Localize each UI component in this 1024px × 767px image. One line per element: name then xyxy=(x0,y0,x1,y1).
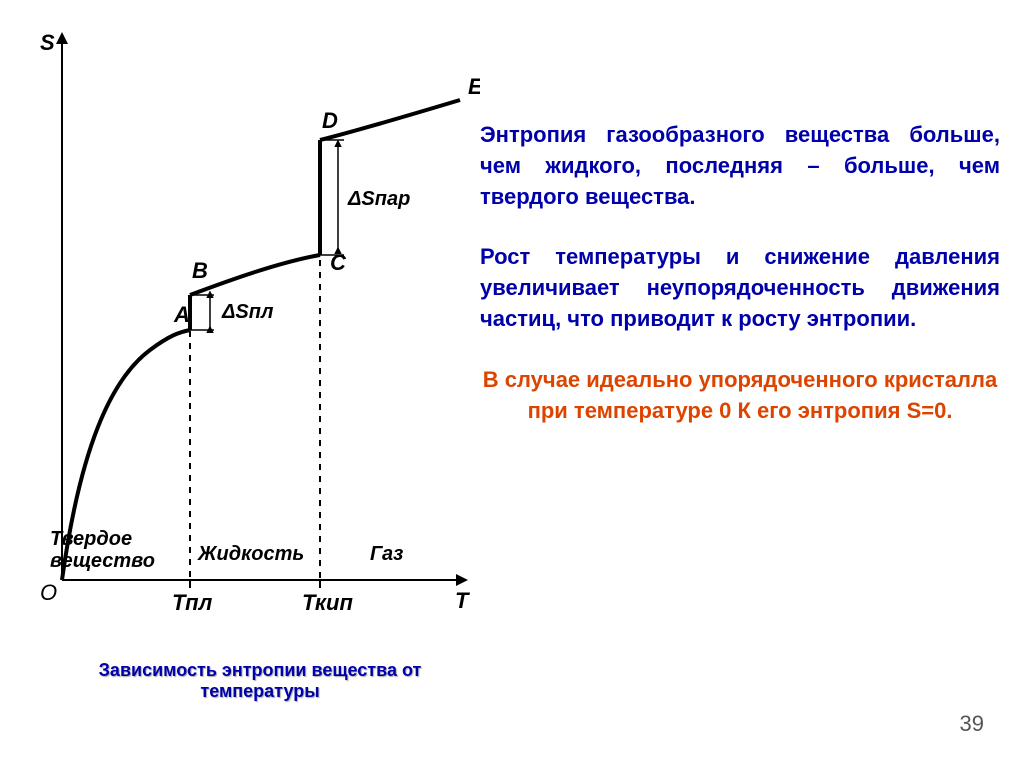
svg-text:B: B xyxy=(192,258,208,283)
paragraph-3: В случае идеально упорядоченного кристал… xyxy=(480,365,1000,427)
svg-text:E: E xyxy=(468,74,480,99)
svg-text:Газ: Газ xyxy=(370,543,403,565)
explanation-text: Энтропия газообразного вещества больше, … xyxy=(480,120,1000,456)
svg-text:O: O xyxy=(40,580,57,605)
paragraph-2: Рост температуры и снижение давления уве… xyxy=(480,242,1000,334)
svg-text:S: S xyxy=(40,30,55,55)
svg-text:ΔSпар: ΔSпар xyxy=(347,188,410,210)
svg-text:Жидкость: Жидкость xyxy=(197,543,304,565)
svg-text:Твердое: Твердое xyxy=(50,528,132,550)
svg-text:вещество: вещество xyxy=(50,550,155,572)
svg-text:T: T xyxy=(455,588,470,613)
paragraph-1: Энтропия газообразного вещества больше, … xyxy=(480,120,1000,212)
svg-text:Ткип: Ткип xyxy=(302,590,353,615)
svg-text:C: C xyxy=(330,250,347,275)
entropy-chart: S T O Тпл Ткип ΔSпл ΔSпар AB C D E Твердоевещество Ж… xyxy=(20,20,480,620)
svg-text:D: D xyxy=(322,108,338,133)
chart-caption: Зависимость энтропии вещества от темпера… xyxy=(80,660,440,702)
page-number: 39 xyxy=(960,711,984,737)
svg-text:ΔSпл: ΔSпл xyxy=(221,301,274,323)
svg-text:A: A xyxy=(173,302,190,327)
svg-text:Тпл: Тпл xyxy=(172,590,213,615)
